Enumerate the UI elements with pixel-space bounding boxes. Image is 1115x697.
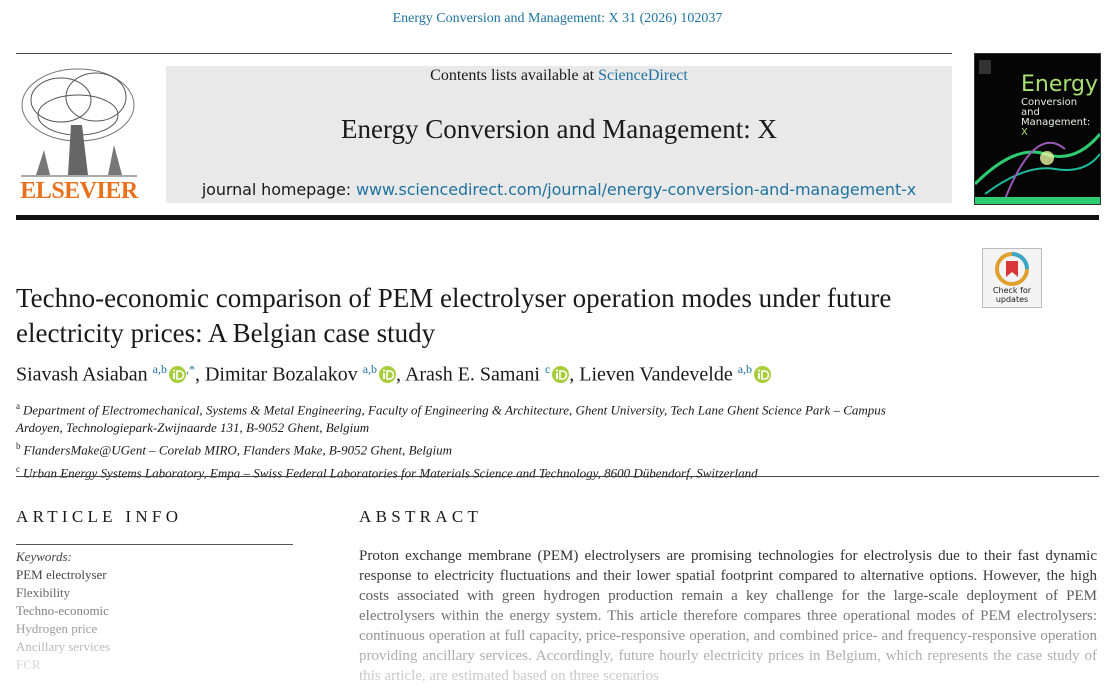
keyword: PEM electrolyser bbox=[16, 567, 107, 582]
separator: , bbox=[194, 363, 200, 386]
corresponding-mark: ,* bbox=[185, 362, 195, 376]
affiliation-text: FlandersMake@UGent – Corelab MIRO, Fland… bbox=[23, 442, 452, 458]
check-icon bbox=[995, 252, 1029, 286]
cover-art bbox=[975, 60, 1100, 204]
check-for-updates[interactable]: Check for updates bbox=[982, 248, 1042, 308]
sciencedirect-link[interactable]: ScienceDirect bbox=[598, 67, 688, 84]
affiliation-label: b bbox=[16, 441, 21, 452]
orcid-icon[interactable] bbox=[552, 365, 570, 383]
author-list: Siavash Asiaban a,b ,*, Dimitar Bozalakov… bbox=[16, 362, 772, 387]
orcid-icon[interactable] bbox=[168, 365, 186, 383]
check-label: updates bbox=[995, 295, 1029, 304]
journal-title: Energy Conversion and Management: X bbox=[341, 114, 777, 144]
elsevier-logo[interactable] bbox=[16, 65, 142, 180]
journal-cover[interactable]: Energy Conversion and Management: X bbox=[974, 53, 1101, 205]
orcid-icon[interactable] bbox=[754, 365, 772, 383]
keyword: FCR bbox=[16, 657, 41, 672]
affiliation-label: c bbox=[16, 463, 20, 474]
rule bbox=[16, 544, 293, 545]
homepage-label: journal homepage: bbox=[201, 180, 351, 199]
journal-reference[interactable]: Energy Conversion and Management: X 31 (… bbox=[392, 11, 723, 26]
separator: , bbox=[569, 363, 575, 386]
homepage-link[interactable]: www.sciencedirect.com/journal/energy-con… bbox=[356, 180, 917, 199]
section-heading: ABSTRACT bbox=[359, 507, 483, 526]
homepage-line: journal homepage: www.sciencedirect.com/… bbox=[166, 180, 952, 199]
author-name[interactable]: Lieven Vandevelde bbox=[579, 363, 733, 386]
keyword: Hydrogen price bbox=[16, 621, 98, 636]
author-name[interactable]: Siavash Asiaban bbox=[16, 363, 148, 386]
orcid-icon[interactable] bbox=[379, 365, 397, 383]
cover-badge: X bbox=[1021, 127, 1028, 138]
affiliation: b FlandersMake@UGent – Corelab MIRO, Flan… bbox=[16, 437, 916, 459]
contents-line: Contents lists available at ScienceDirec… bbox=[166, 67, 952, 85]
cover-subtitle: and Management: bbox=[1021, 107, 1091, 128]
affiliation-list: a Department of Electromechanical, System… bbox=[16, 397, 916, 482]
cover-title: Energy bbox=[1021, 72, 1099, 97]
affiliation: a Department of Electromechanical, System… bbox=[16, 397, 916, 437]
cover-subtitle: Conversion bbox=[1021, 97, 1078, 108]
author-name[interactable]: Arash E. Samani bbox=[404, 363, 540, 386]
contents-prefix: Contents lists available at bbox=[430, 67, 595, 84]
publisher-name: ELSEVIER bbox=[20, 178, 138, 204]
abstract-text: Proton exchange membrane (PEM) electroly… bbox=[359, 548, 1097, 684]
affiliation-text: Department of Electromechanical, Systems… bbox=[16, 402, 886, 436]
section-heading: ARTICLE INFO bbox=[16, 507, 183, 526]
keywords-label: Keywords: bbox=[16, 549, 72, 564]
rule bbox=[16, 53, 952, 54]
affiliation-ref: a,b bbox=[362, 362, 378, 376]
keyword: Techno-economic bbox=[16, 603, 109, 618]
affiliation-ref: a,b bbox=[737, 362, 753, 376]
affiliation-text: Urban Energy Systems Laboratory, Empa – … bbox=[23, 464, 758, 480]
rule bbox=[16, 215, 1099, 220]
affiliation: c Urban Energy Systems Laboratory, Empa –… bbox=[16, 460, 916, 482]
journal-header: Contents lists available at ScienceDirec… bbox=[166, 66, 952, 203]
article-title: Techno-economic comparison of PEM electr… bbox=[16, 283, 892, 348]
keyword: Flexibility bbox=[16, 585, 71, 600]
keyword-list: Keywords: PEM electrolyser Flexibility Tec… bbox=[16, 548, 110, 674]
check-label: Check for bbox=[992, 286, 1032, 295]
cover-subtitle: and Management: X bbox=[1021, 108, 1100, 138]
keyword: Ancillary services bbox=[16, 639, 111, 654]
separator: , bbox=[396, 363, 402, 386]
affiliation-label: a bbox=[16, 401, 20, 411]
rule bbox=[16, 476, 1099, 477]
affiliation-ref: a,b bbox=[152, 362, 167, 376]
author-name[interactable]: Dimitar Bozalakov bbox=[204, 363, 358, 386]
affiliation-ref: c bbox=[544, 362, 551, 376]
